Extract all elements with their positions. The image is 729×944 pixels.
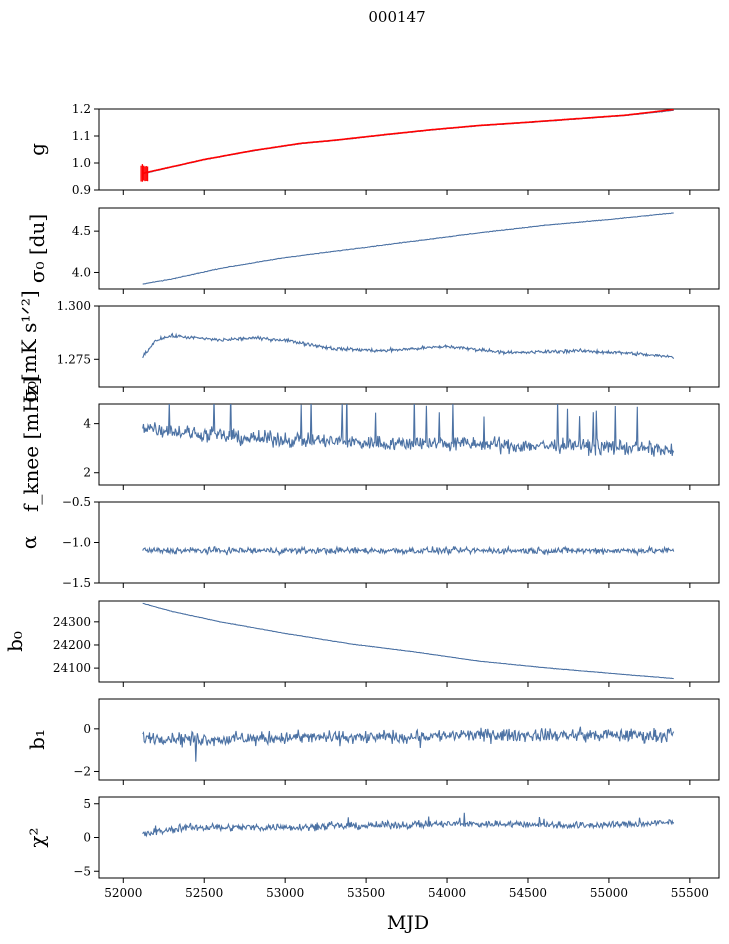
y-tick-label-alpha: −1.5 — [62, 576, 91, 590]
panel-fknee: 2 4 f_knee [mHz] — [19, 377, 720, 512]
y-tick-label-chi2: −5 — [73, 864, 91, 878]
series-g-gain — [142, 109, 674, 175]
y-axis-label-b0: b₀ — [3, 631, 27, 652]
x-tick-label: 53500 — [347, 886, 385, 900]
axes-frame-sigma0_mk — [98, 305, 720, 388]
series-g-fit — [142, 109, 674, 174]
y-tick-label-sigma0_du: 4.5 — [72, 224, 91, 238]
y-axis-label-sigma0_mk: σ₀[mK s¹ᐟ²] — [17, 290, 41, 402]
panel-b0: 24100 24200 24300 b₀ — [3, 600, 720, 687]
y-tick-label-fknee: 2 — [83, 466, 91, 480]
series-sigma0_mk-sigma0 — [142, 332, 675, 359]
y-tick-label-chi2: 5 — [83, 797, 91, 811]
x-tick-label: 53000 — [266, 886, 304, 900]
axes-frame-sigma0_du — [98, 207, 720, 290]
y-axis-label-fknee: f_knee [mHz] — [19, 377, 43, 512]
y-tick-label-sigma0_mk: 1.275 — [57, 352, 91, 366]
y-tick-label-g: 1.0 — [72, 156, 91, 170]
y-tick-label-sigma0_du: 4.0 — [72, 265, 91, 279]
x-tick-label: 55500 — [671, 886, 709, 900]
y-tick-label-fknee: 4 — [83, 417, 91, 431]
panel-alpha: −1.5 −1.0 −0.5 α — [17, 495, 720, 590]
x-tick-label: 52000 — [104, 886, 142, 900]
series-b0-b0 — [142, 602, 674, 680]
series-fknee-fknee — [142, 404, 675, 457]
axes-frame-g — [98, 108, 720, 191]
x-tick-label: 55000 — [590, 886, 628, 900]
panel-chi2: −5 0 5 52000 52500 53000 53500 54000 54500 55000 5… — [25, 796, 720, 900]
y-tick-label-b0: 24300 — [53, 615, 91, 629]
x-tick-label: 54500 — [509, 886, 547, 900]
panel-sigma0_du: 4.0 4.5 σ₀ [du] — [25, 207, 720, 294]
series-alpha-alpha — [142, 544, 675, 557]
y-axis-label-chi2: χ² — [25, 827, 49, 847]
y-axis-label-b1: b₁ — [25, 729, 49, 750]
panel-sigma0_mk: 1.275 1.300 σ₀[mK s¹ᐟ²] — [17, 290, 720, 403]
x-axis-label: MJD — [387, 912, 429, 934]
x-tick-label: 54000 — [428, 886, 466, 900]
y-tick-label-b0: 24100 — [53, 661, 91, 675]
y-tick-label-g: 1.1 — [72, 129, 91, 143]
figure-title: 000147 — [368, 8, 425, 26]
y-tick-label-b1: 0 — [83, 722, 91, 736]
axes-frame-chi2 — [98, 796, 720, 879]
panel-b1: −2 0 b₁ — [25, 698, 720, 785]
y-tick-label-b0: 24200 — [53, 638, 91, 652]
y-tick-label-g: 0.9 — [72, 183, 91, 197]
axes-frame-b0 — [98, 600, 720, 683]
y-tick-label-alpha: −0.5 — [62, 495, 91, 509]
series-chi2-chi2 — [142, 812, 675, 838]
axes-frame-b1 — [98, 698, 720, 781]
axes-frame-alpha — [98, 501, 720, 584]
y-tick-label-alpha: −1.0 — [62, 536, 91, 550]
x-tick-label: 52500 — [185, 886, 223, 900]
y-axis-label-alpha: α — [17, 536, 41, 550]
panel-g: 0.9 1.0 1.1 1.2 g — [25, 102, 720, 197]
series-sigma0_du-sigma0 — [142, 212, 674, 285]
y-tick-label-b1: −2 — [73, 764, 91, 778]
y-tick-label-chi2: 0 — [83, 831, 91, 845]
y-axis-label-sigma0_du: σ₀ [du] — [25, 214, 49, 283]
y-tick-label-sigma0_mk: 1.300 — [57, 299, 91, 313]
axes-frame-fknee — [98, 403, 720, 486]
y-tick-label-g: 1.2 — [72, 102, 91, 116]
panels: 0.9 1.0 1.1 1.2 g 4.0 4.5 σ₀ [du] 1.275 1.300 σ₀[m… — [3, 102, 720, 900]
series-b1-b1 — [142, 726, 675, 762]
y-axis-label-g: g — [25, 143, 49, 156]
